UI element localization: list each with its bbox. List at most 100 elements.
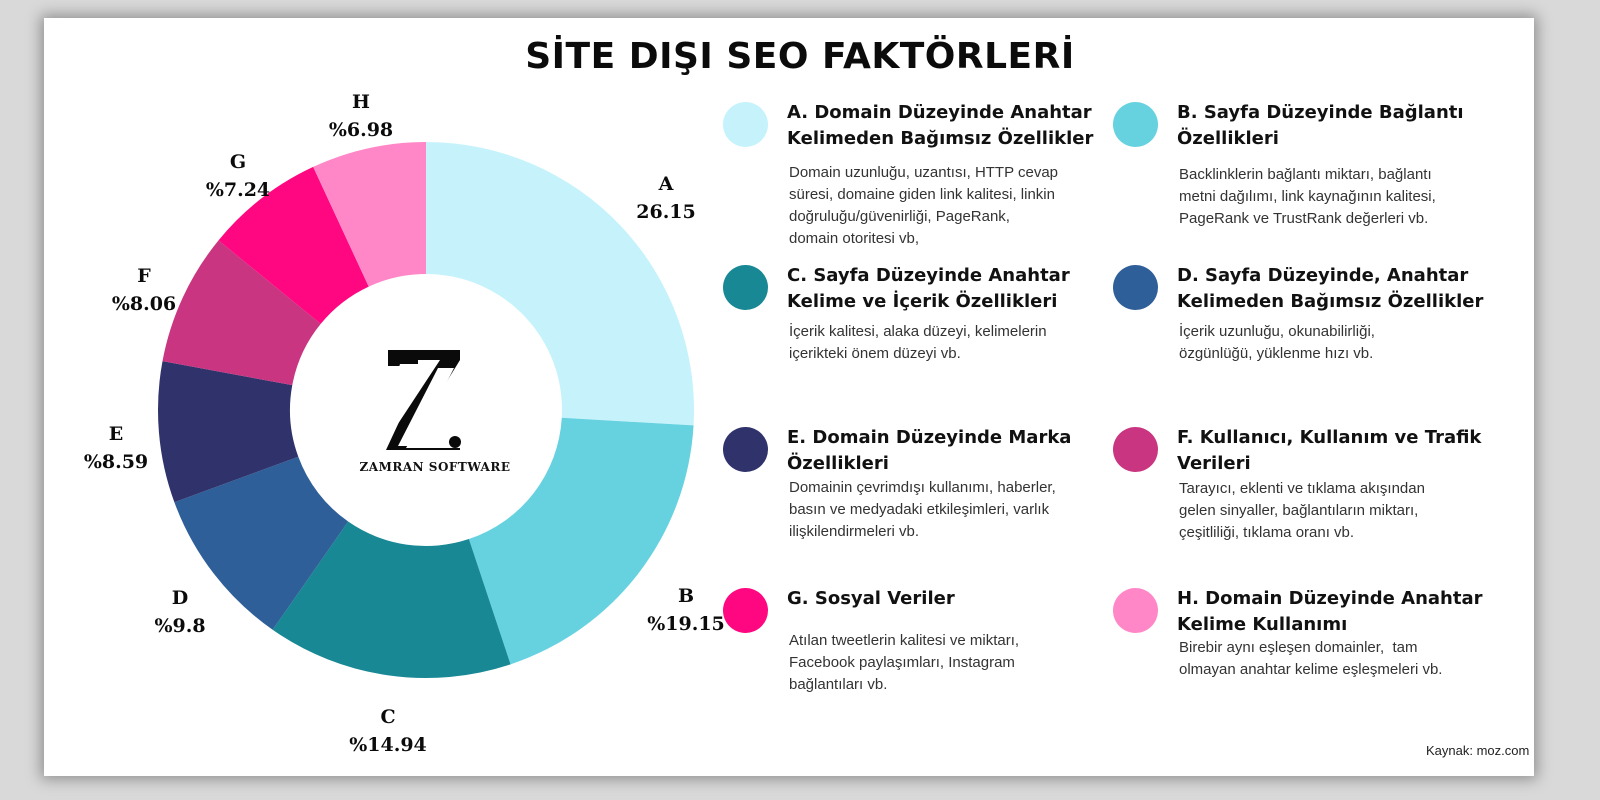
- legend-title-line: G. Sosyal Veriler: [787, 588, 955, 609]
- slice-label-c: C %14.94: [343, 703, 433, 759]
- legend-title: H. Domain Düzeyinde Anahtar Kelime Kullan…: [1177, 586, 1482, 638]
- infographic-card: [44, 18, 1534, 776]
- slice-value: %6.98: [328, 119, 394, 141]
- legend-swatch: [1113, 427, 1158, 472]
- legend-description-line: bağlantıları vb.: [789, 676, 888, 693]
- legend-swatch: [1113, 588, 1158, 633]
- legend-title-line: C. Sayfa Düzeyinde Anahtar: [787, 265, 1070, 286]
- legend-description: Tarayıcı, eklenti ve tıklama akışından ge…: [1179, 478, 1425, 544]
- legend-description: İçerik kalitesi, alaka düzeyi, kelimeler…: [789, 321, 1047, 365]
- legend-title-line: Özellikleri: [1177, 128, 1279, 149]
- legend-title: C. Sayfa Düzeyinde Anahtar Kelime ve İçer…: [787, 263, 1070, 315]
- legend-title-line: D. Sayfa Düzeyinde, Anahtar: [1177, 265, 1469, 286]
- legend-description-line: İçerik kalitesi, alaka düzeyi, kelimeler…: [789, 323, 1047, 340]
- legend-swatch: [1113, 102, 1158, 147]
- legend-title-line: H. Domain Düzeyinde Anahtar: [1177, 588, 1483, 609]
- legend-description-line: Domain uzunluğu, uzantısı, HTTP cevap: [789, 164, 1059, 181]
- legend-swatch: [723, 102, 768, 147]
- legend-description-line: doğruluğu/güvenirliği, PageRank,: [789, 208, 1010, 225]
- slice-e: [158, 361, 299, 503]
- legend-description-line: Tarayıcı, eklenti ve tıklama akışından: [1179, 480, 1425, 497]
- legend-description: Atılan tweetlerin kalitesi ve miktarı, Fa…: [789, 630, 1019, 696]
- slice-label-d: D %9.8: [140, 584, 220, 640]
- slice-letter: B: [677, 585, 695, 607]
- slice-value: %19.15: [647, 613, 725, 635]
- legend-description-line: İçerik uzunluğu, okunabilirliği,: [1179, 323, 1375, 340]
- slice-label-a: A 26.15: [626, 170, 706, 226]
- legend-description-line: ilişkilendirmeleri vb.: [789, 523, 920, 540]
- slice-value: %8.06: [111, 293, 177, 315]
- slice-letter: F: [137, 265, 151, 287]
- legend-description-line: PageRank ve TrustRank değerleri vb.: [1179, 210, 1429, 227]
- z-logo-icon: [374, 350, 461, 450]
- legend-swatch: [723, 265, 768, 310]
- slice-h: [313, 142, 426, 287]
- legend-description-line: özgünlüğü, yüklenme hızı vb.: [1179, 345, 1374, 362]
- slice-value: %8.59: [83, 451, 149, 473]
- legend-title: A. Domain Düzeyinde Anahtar Kelimeden Bağ…: [787, 100, 1093, 152]
- legend-title: F. Kullanıcı, Kullanım ve Trafik Verileri: [1177, 425, 1481, 477]
- brand-logo: ZAMRAN SOFTWARE: [340, 350, 530, 490]
- legend-description-line: domain otoritesi vb,: [789, 230, 920, 247]
- slice-g: [218, 166, 369, 324]
- legend-title-line: Verileri: [1177, 453, 1251, 474]
- page-title: SİTE DIŞI SEO FAKTÖRLERİ: [525, 36, 1075, 77]
- slice-value: %7.24: [205, 179, 271, 201]
- legend-title: D. Sayfa Düzeyinde, Anahtar Kelimeden Bağ…: [1177, 263, 1483, 315]
- legend-item-g: G. Sosyal Veriler Atılan tweetlerin kalit…: [723, 586, 1143, 736]
- legend-item-c: C. Sayfa Düzeyinde Anahtar Kelime ve İçer…: [723, 263, 1143, 413]
- legend-title-line: Kelimeden Bağımsız Özellikler: [787, 128, 1094, 149]
- slice-label-f: F %8.06: [99, 262, 189, 318]
- legend-title-line: E. Domain Düzeyinde Marka: [787, 427, 1072, 448]
- slice-c: [272, 521, 511, 678]
- slice-letter: D: [171, 587, 189, 609]
- legend-title-line: A. Domain Düzeyinde Anahtar: [787, 102, 1092, 123]
- slice-letter: H: [352, 91, 370, 113]
- slice-letter: G: [229, 151, 247, 173]
- legend-description-line: içerikteki önem düzeyi vb.: [789, 345, 961, 362]
- legend-item-b: B. Sayfa Düzeyinde Bağlantı Özellikleri Ba…: [1113, 100, 1533, 250]
- slice-label-b: B %19.15: [641, 582, 731, 638]
- legend-description-line: gelen sinyaller, bağlantıların miktarı,: [1179, 502, 1419, 519]
- legend-swatch: [723, 427, 768, 472]
- legend-description: Domainin çevrimdışı kullanımı, haberler,…: [789, 477, 1056, 543]
- legend-description-line: metni dağılımı, link kaynağının kalitesi…: [1179, 188, 1436, 205]
- legend-item-h: H. Domain Düzeyinde Anahtar Kelime Kullan…: [1113, 586, 1533, 736]
- legend-description-line: çeşitliliği, tıklama oranı vb.: [1179, 524, 1355, 541]
- brand-name: ZAMRAN SOFTWARE: [359, 460, 511, 474]
- slice-value: %9.8: [154, 615, 206, 637]
- legend-description: Domain uzunluğu, uzantısı, HTTP cevap sür…: [789, 162, 1058, 250]
- legend-description-line: Atılan tweetlerin kalitesi ve miktarı,: [789, 632, 1020, 649]
- legend-title-line: B. Sayfa Düzeyinde Bağlantı: [1177, 102, 1464, 123]
- legend-description-line: Birebir aynı eşleşen domainler, tam: [1179, 639, 1418, 656]
- slice-label-g: G %7.24: [193, 148, 283, 204]
- legend-item-d: D. Sayfa Düzeyinde, Anahtar Kelimeden Bağ…: [1113, 263, 1533, 413]
- legend-title: E. Domain Düzeyinde Marka Özellikleri: [787, 425, 1071, 477]
- legend-swatch: [723, 588, 768, 633]
- legend-description-line: olmayan anahtar kelime eşleşmeleri vb.: [1179, 661, 1443, 678]
- legend-title-line: Özellikleri: [787, 453, 889, 474]
- legend-description-line: basın ve medyadaki etkileşimleri, varlık: [789, 501, 1050, 518]
- legend-swatch: [1113, 265, 1158, 310]
- legend-title-line: Kelimeden Bağımsız Özellikler: [1177, 291, 1484, 312]
- slice-value: 26.15: [636, 201, 696, 223]
- slice-a: [426, 142, 694, 426]
- legend-title-line: F. Kullanıcı, Kullanım ve Trafik: [1177, 427, 1482, 448]
- legend-item-e: E. Domain Düzeyinde Marka Özellikleri Doma…: [723, 425, 1143, 575]
- slice-label-h: H %6.98: [316, 88, 406, 144]
- legend-title-line: Kelime ve İçerik Özellikleri: [787, 291, 1058, 312]
- source-credit: Kaynak: moz.com: [1426, 743, 1530, 758]
- legend-description-line: Facebook paylaşımları, Instagram: [789, 654, 1015, 671]
- legend-description: Backlinklerin bağlantı miktarı, bağlantı…: [1179, 164, 1436, 230]
- legend-description-line: Domainin çevrimdışı kullanımı, haberler,: [789, 479, 1056, 496]
- slice-f: [162, 240, 321, 386]
- slice-letter: E: [108, 423, 124, 445]
- legend-description: Birebir aynı eşleşen domainler, tam olmay…: [1179, 637, 1442, 681]
- legend-item-a: A. Domain Düzeyinde Anahtar Kelimeden Bağ…: [723, 100, 1143, 250]
- legend-title: B. Sayfa Düzeyinde Bağlantı Özellikleri: [1177, 100, 1464, 152]
- slice-letter: C: [380, 706, 396, 728]
- slice-label-e: E %8.59: [76, 420, 156, 476]
- slice-value: %14.94: [349, 734, 427, 756]
- legend-title-line: Kelime Kullanımı: [1177, 614, 1348, 635]
